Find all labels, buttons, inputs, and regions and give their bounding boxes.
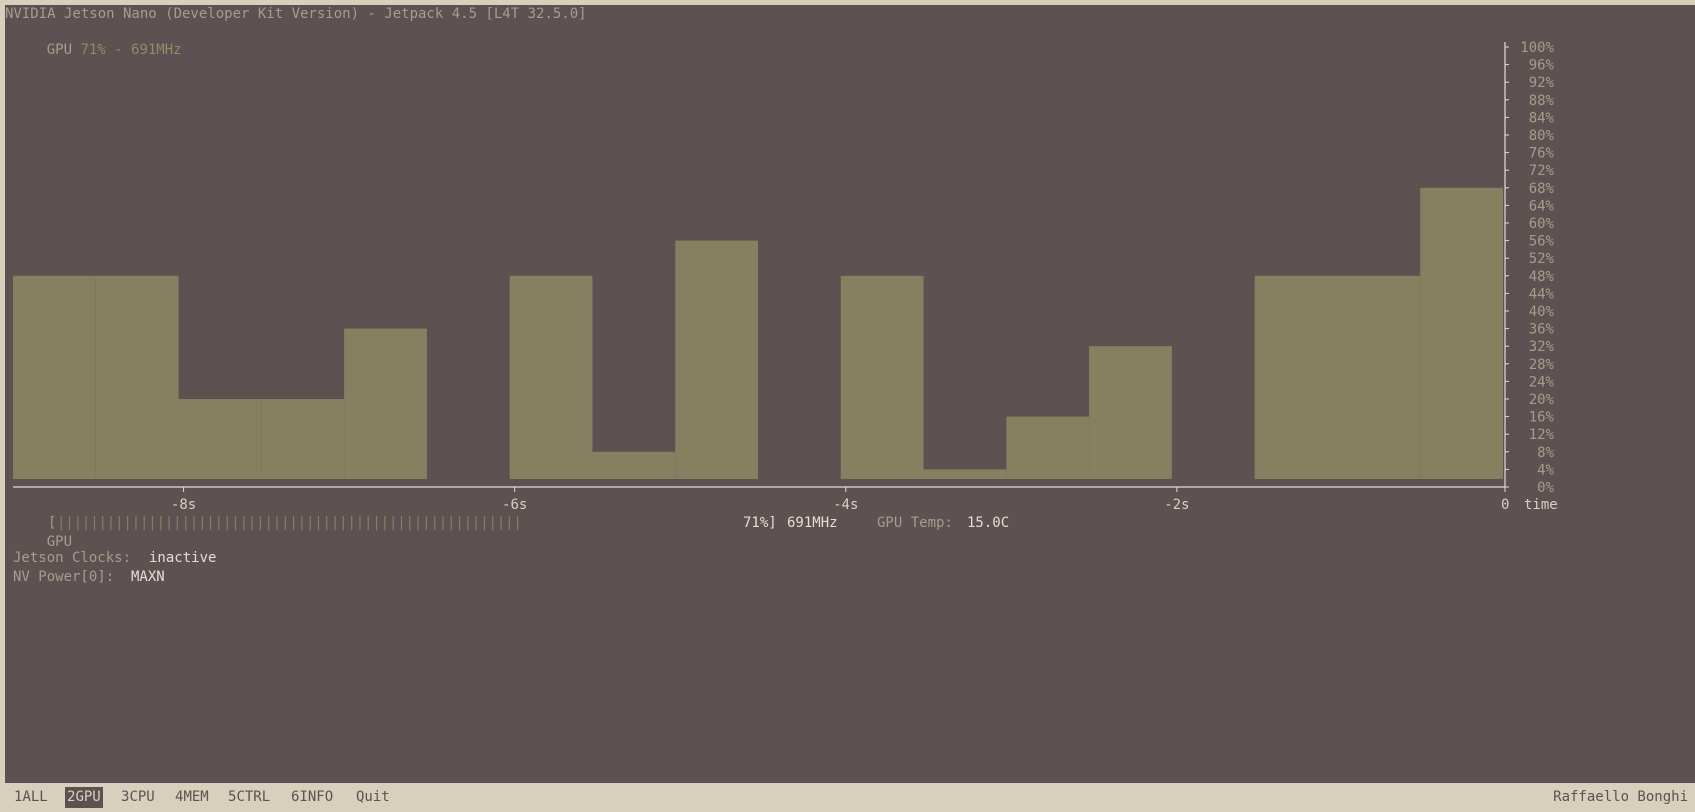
tab-all[interactable]: 1ALL bbox=[14, 789, 48, 805]
y-tick-label: 44% bbox=[1529, 286, 1555, 302]
chart-bar bbox=[923, 469, 1007, 479]
y-tick-label: 12% bbox=[1529, 427, 1555, 443]
chart-bar bbox=[1337, 275, 1421, 479]
jetson-clocks-value: inactive bbox=[149, 550, 217, 566]
y-tick-label: 68% bbox=[1529, 181, 1555, 197]
chart-bar bbox=[592, 451, 676, 479]
gpu-temp-label: GPU Temp: bbox=[877, 515, 953, 531]
tab-ctrl[interactable]: 5CTRL bbox=[228, 789, 271, 805]
x-axis-label: time bbox=[1524, 497, 1558, 513]
chart-bar bbox=[178, 399, 262, 479]
y-tick-label: 8% bbox=[1537, 445, 1554, 461]
y-tick-label: 40% bbox=[1529, 304, 1555, 320]
chart-bar bbox=[344, 328, 427, 479]
bottom-menu-bar: 1ALL 2GPU 3CPU 4MEM 5CTRL 6INFO Quit Raf… bbox=[0, 783, 1695, 812]
x-tick-label: -4s bbox=[833, 497, 858, 513]
jetson-clocks-label: Jetson Clocks: bbox=[13, 550, 132, 566]
chart-bar bbox=[1089, 346, 1172, 479]
y-tick-label: 32% bbox=[1529, 339, 1555, 355]
gpu-summary-value: 71% - 691MHz bbox=[80, 42, 182, 58]
gpu-load-fill: ||||||||||||||||||||||||||||||||||||||||… bbox=[57, 515, 522, 531]
tab-mem[interactable]: 4MEM bbox=[175, 789, 209, 805]
y-tick-label: 0% bbox=[1537, 480, 1554, 496]
chart-bar bbox=[95, 275, 179, 479]
y-tick-label: 88% bbox=[1529, 93, 1555, 109]
y-tick-label: 100% bbox=[1520, 40, 1554, 56]
gpu-summary: GPU 71% - 691MHz bbox=[13, 22, 182, 79]
y-tick-label: 96% bbox=[1529, 58, 1555, 74]
gpu-load-bar: GPU bbox=[13, 514, 72, 571]
y-tick-label: 80% bbox=[1529, 128, 1555, 144]
chart-bar bbox=[13, 275, 96, 479]
y-tick-label: 24% bbox=[1529, 374, 1555, 390]
chart-bar bbox=[840, 275, 924, 479]
tab-gpu[interactable]: 2GPU bbox=[65, 787, 103, 808]
chart-bar bbox=[675, 240, 758, 479]
x-tick-label: -8s bbox=[171, 497, 196, 513]
x-tick-label: -6s bbox=[502, 497, 527, 513]
y-tick-label: 92% bbox=[1529, 75, 1555, 91]
y-tick-label: 84% bbox=[1529, 110, 1555, 126]
x-tick-label: -2s bbox=[1164, 497, 1189, 513]
nv-power-label: NV Power[0]: bbox=[13, 569, 115, 585]
y-tick-label: 36% bbox=[1529, 322, 1555, 338]
quit-button[interactable]: Quit bbox=[356, 789, 390, 805]
y-tick-label: 52% bbox=[1529, 251, 1555, 267]
chart-bar bbox=[261, 399, 345, 479]
terminal-window: NVIDIA Jetson Nano (Developer Kit Versio… bbox=[5, 5, 1695, 783]
chart-bar bbox=[509, 275, 593, 479]
gpu-load-label: GPU bbox=[46, 534, 73, 550]
gpu-summary-label: GPU bbox=[46, 42, 73, 58]
gpu-usage-chart: 100% 96%92% 88%84% 80% 76%72% 68%64% 60% 56%52%… bbox=[13, 40, 1558, 513]
y-tick-label: 76% bbox=[1529, 146, 1555, 162]
author-credit: Raffaello Bonghi bbox=[1553, 789, 1688, 805]
y-tick-label: 16% bbox=[1529, 410, 1555, 426]
gpu-frequency: 691MHz bbox=[787, 515, 838, 531]
y-tick-label: 4% bbox=[1537, 462, 1554, 478]
nv-power-value: MAXN bbox=[131, 569, 165, 585]
y-tick-label: 60% bbox=[1529, 216, 1555, 232]
y-tick-label: 72% bbox=[1529, 163, 1555, 179]
y-tick-label: 28% bbox=[1529, 357, 1555, 373]
gpu-temp-value: 15.0C bbox=[967, 515, 1010, 531]
tab-info[interactable]: 6INFO bbox=[291, 789, 334, 805]
gpu-load-bracket: [ bbox=[48, 515, 57, 531]
window-title: NVIDIA Jetson Nano (Developer Kit Versio… bbox=[5, 6, 587, 22]
x-tick-label: 0 bbox=[1501, 497, 1509, 513]
chart-bar bbox=[1006, 416, 1090, 479]
y-tick-label: 56% bbox=[1529, 234, 1555, 250]
chart-bar bbox=[1254, 275, 1338, 479]
chart-bar bbox=[1420, 187, 1503, 480]
gpu-load-percent: 71%] bbox=[743, 515, 777, 531]
y-tick-label: 20% bbox=[1529, 392, 1555, 408]
y-tick-label: 64% bbox=[1529, 198, 1555, 214]
y-tick-label: 48% bbox=[1529, 269, 1555, 285]
tab-cpu[interactable]: 3CPU bbox=[121, 789, 155, 805]
